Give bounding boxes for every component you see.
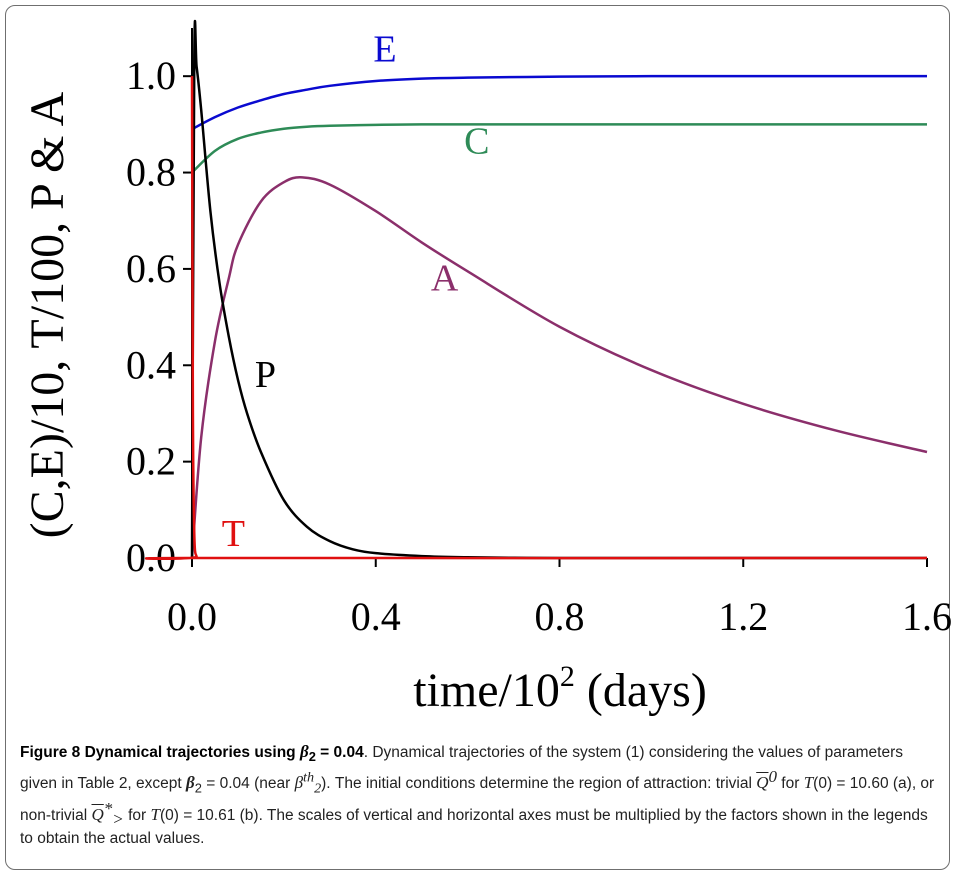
series-label-e: E bbox=[373, 29, 396, 71]
series-labels: E C A P T bbox=[222, 29, 490, 555]
y-axis-title: (C,E)/10, T/100, P & A bbox=[21, 91, 74, 538]
x-axis-title-sup: 2 bbox=[560, 660, 575, 693]
y-tick-label: 1.0 bbox=[126, 53, 176, 98]
series-label-t: T bbox=[222, 513, 245, 555]
y-tick-label: 0.6 bbox=[126, 246, 176, 291]
y-tick-label: 0.8 bbox=[126, 150, 176, 195]
series-line-t bbox=[145, 76, 928, 560]
series-line-p bbox=[190, 20, 927, 560]
chart-series bbox=[145, 20, 928, 560]
x-tick-label: 0.0 bbox=[167, 594, 217, 639]
series-line-a bbox=[190, 176, 928, 559]
x-tick-label: 1.2 bbox=[718, 594, 768, 639]
x-tick-label: 0.8 bbox=[535, 594, 585, 639]
series-label-c: C bbox=[464, 120, 489, 162]
x-tick-label: 0.4 bbox=[351, 594, 401, 639]
series-line-e bbox=[191, 74, 927, 131]
series-line-c bbox=[191, 123, 927, 174]
x-axis-title-unit: (days) bbox=[587, 664, 707, 717]
series-label-a: A bbox=[431, 258, 459, 300]
figure-caption: Figure 8 Dynamical trajectories using β2… bbox=[20, 742, 935, 847]
y-tick-label: 0.4 bbox=[126, 342, 176, 387]
line-chart: 0.00.20.40.60.81.00.0 0.4 0.8 1.2 1.6 ECAPT … bbox=[21, 20, 952, 717]
chart-ticks: 0.00.20.40.60.81.00.0 0.4 0.8 1.2 1.6 bbox=[126, 53, 952, 639]
chart-axes bbox=[191, 28, 927, 559]
x-axis-title-main: time/10 bbox=[413, 664, 560, 717]
x-tick-label: 1.6 bbox=[902, 594, 952, 639]
series-label-p: P bbox=[255, 354, 276, 396]
y-tick-label: 0.2 bbox=[126, 439, 176, 484]
caption-text-1: Dynamical trajectories of the system (1)… bbox=[20, 744, 904, 793]
x-axis-title: time/102 (days) bbox=[413, 660, 707, 717]
figure-frame bbox=[5, 5, 950, 870]
caption-title: Figure 8 Dynamical trajectories using β2… bbox=[20, 742, 364, 765]
